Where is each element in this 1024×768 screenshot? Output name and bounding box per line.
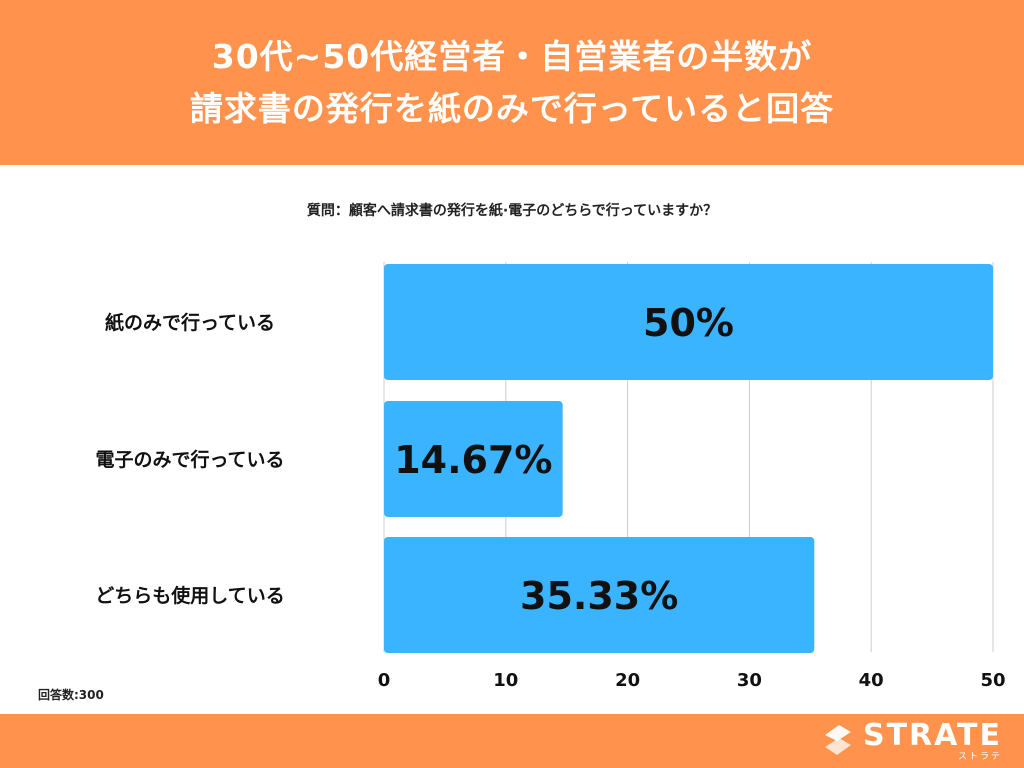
x-tick-label-1: 10 [493, 670, 518, 691]
x-tick-label-2: 20 [615, 670, 640, 691]
bar-value-label-1: 14.67% [394, 438, 552, 482]
logo-subtext: ストラテ [957, 752, 1002, 762]
category-label-1: 電子のみで行っている [95, 448, 284, 471]
category-label-2: どちらも使用している [95, 585, 284, 607]
bar-value-label-0: 50% [643, 301, 734, 345]
title-banner: 30代~50代経営者・自営業者の半数が 請求書の発行を紙のみで行っていると回答 [0, 0, 1024, 165]
strate-logo: STRATE ストラテ [821, 720, 1002, 762]
bar-value-label-2: 35.33% [520, 574, 678, 618]
bar-0 [384, 264, 993, 380]
strate-logo-icon [824, 725, 851, 755]
logo-wordmark: STRATE [862, 718, 1002, 753]
x-tick-label-5: 50 [980, 670, 1005, 691]
footer-bar: STRATE ストラテ [0, 714, 1024, 768]
title-line-2: 請求書の発行を紙のみで行っていると回答 [189, 88, 835, 128]
category-label-0: 紙のみで行っている [105, 311, 275, 334]
answer-count: 回答数:300 [38, 688, 104, 702]
bar-1 [384, 401, 563, 517]
x-tick-label-3: 30 [737, 670, 762, 691]
survey-question: 質問：顧客へ請求書の発行を紙·電子のどちらで行っていますか？ [306, 203, 718, 219]
x-tick-label-0: 0 [378, 670, 391, 691]
title-line-1: 30代~50代経営者・自営業者の半数が [211, 36, 813, 76]
x-tick-label-4: 40 [859, 670, 884, 691]
bar-2 [384, 537, 815, 653]
